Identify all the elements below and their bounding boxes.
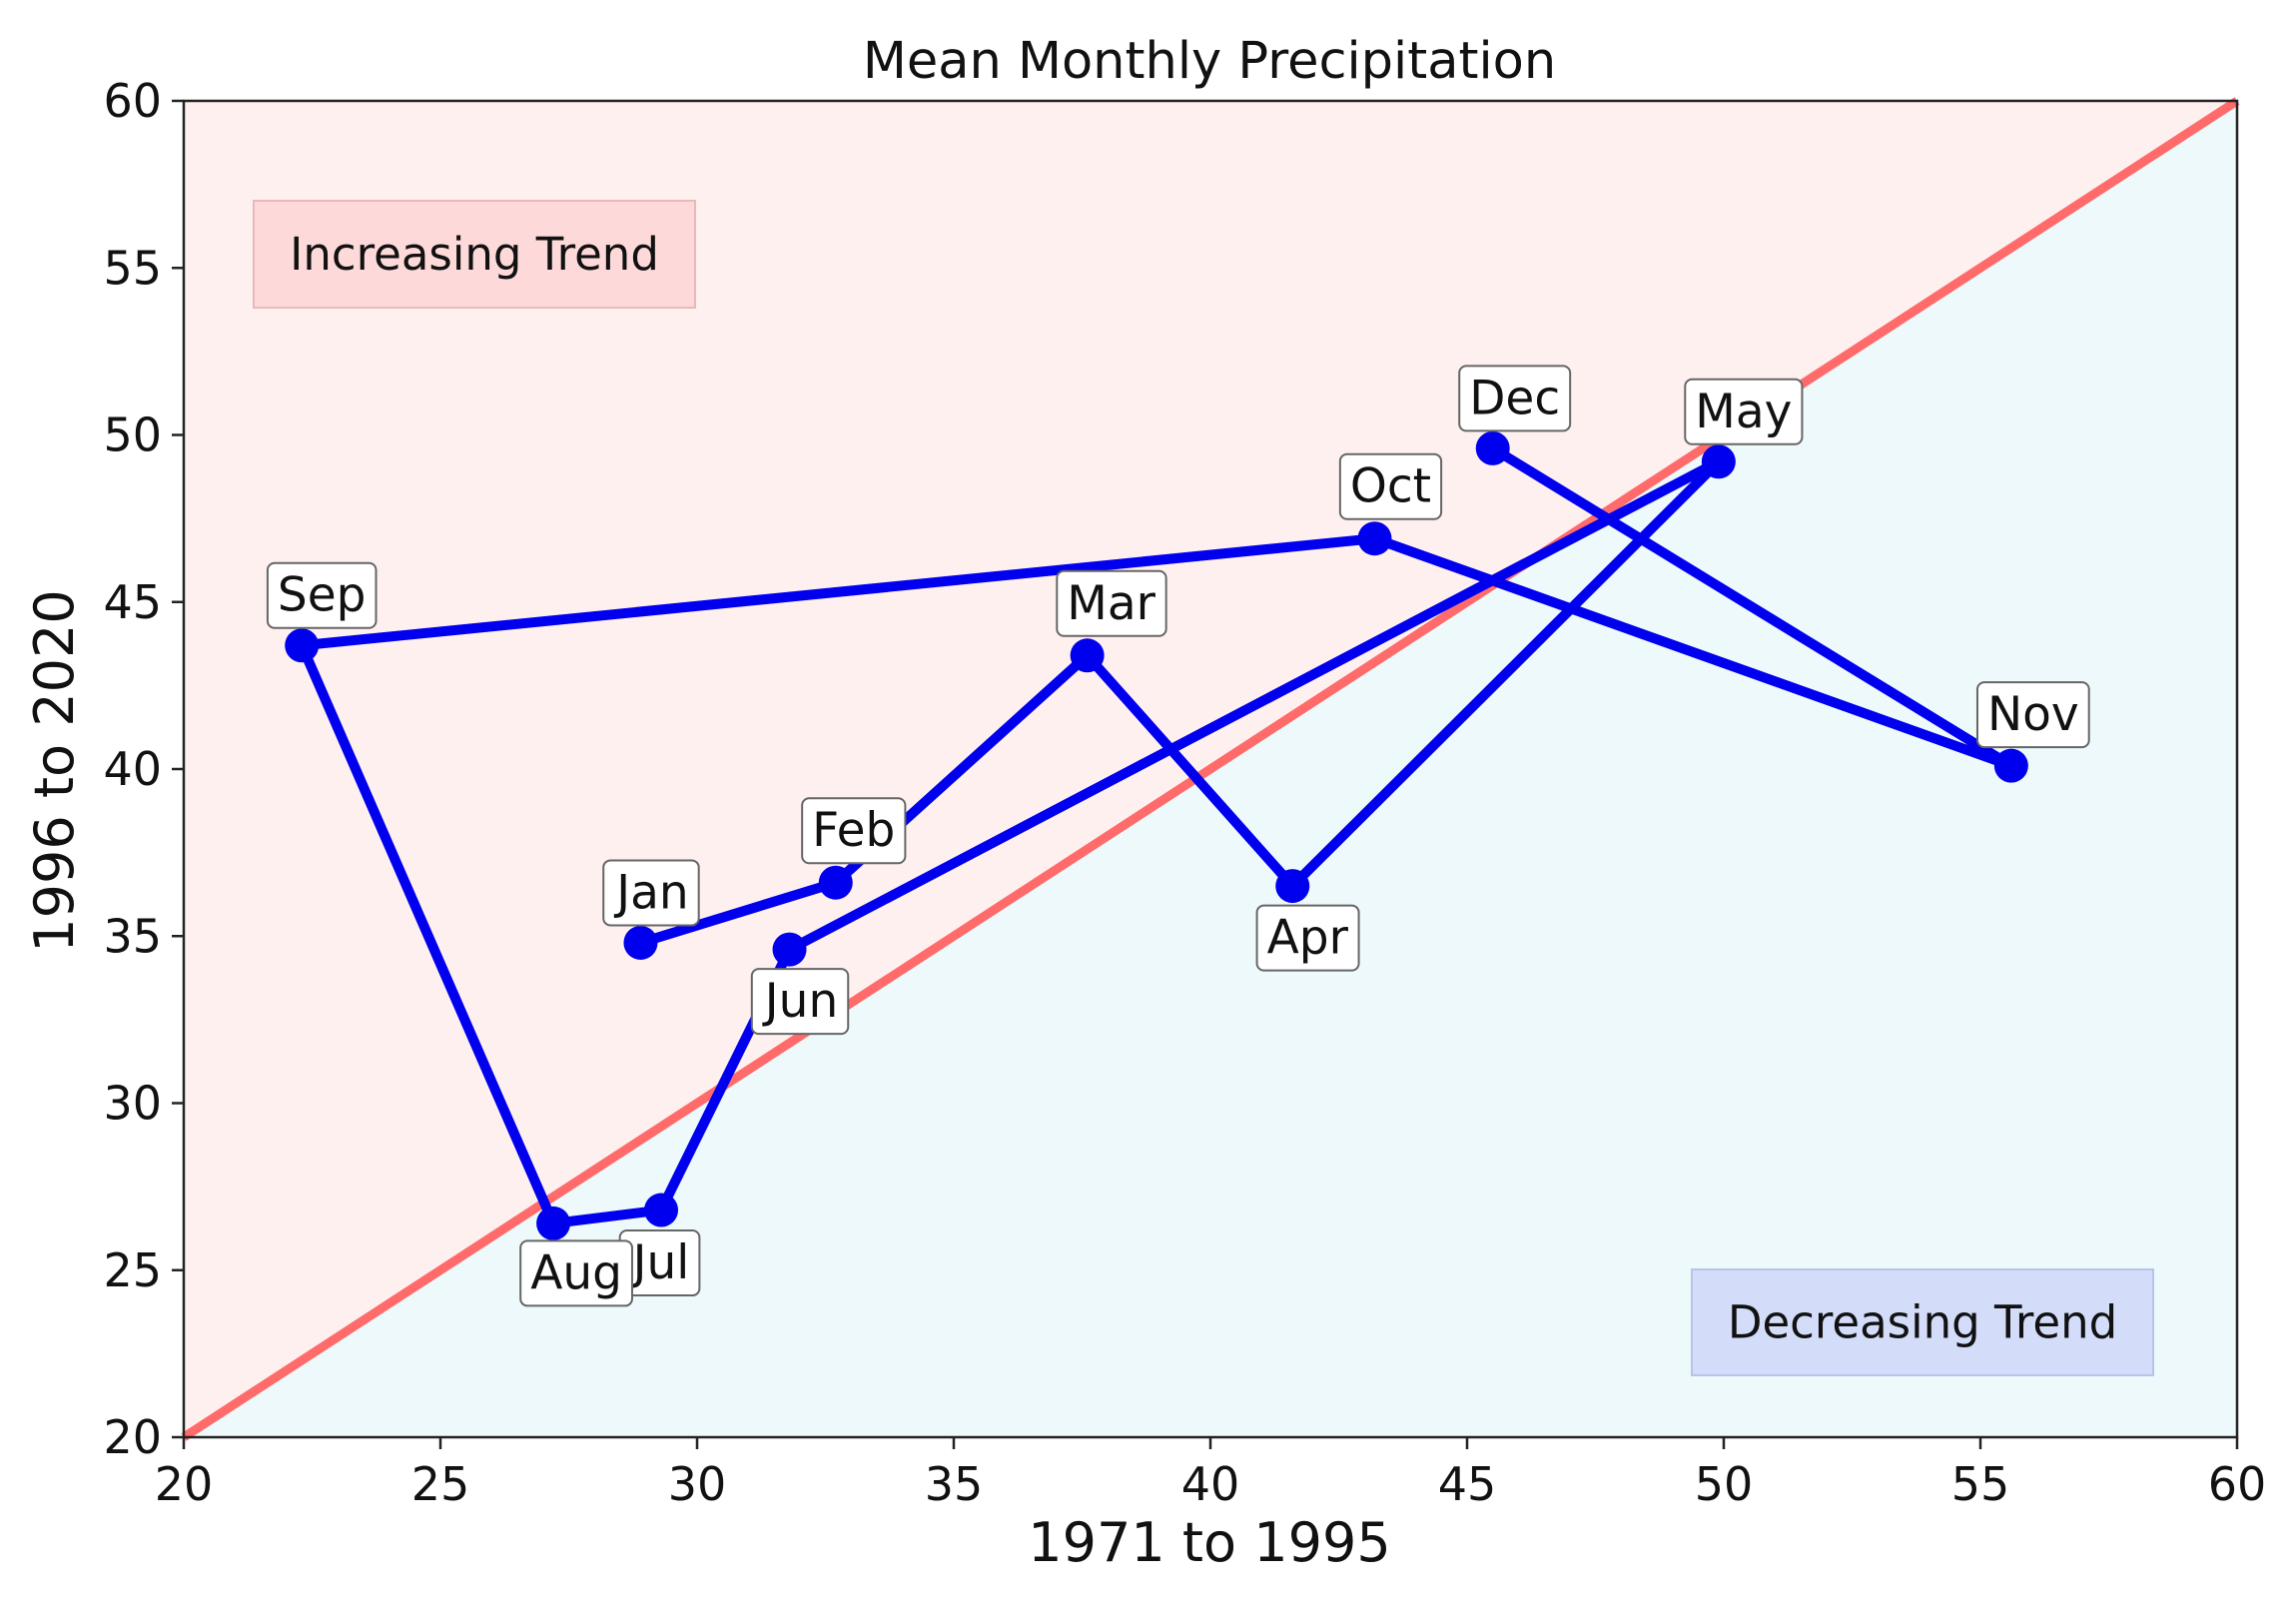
x-tick-label: 35 bbox=[925, 1457, 984, 1511]
data-point bbox=[1701, 444, 1736, 479]
increasing-trend-label: Increasing Trend bbox=[290, 228, 659, 281]
decreasing-trend-box bbox=[1691, 1268, 2154, 1376]
point-label-text: Feb bbox=[812, 803, 895, 858]
point-label: Jun bbox=[750, 968, 850, 1036]
point-label: Aug bbox=[519, 1239, 633, 1307]
y-tick-label: 45 bbox=[103, 575, 162, 629]
x-tick-label: 60 bbox=[2208, 1457, 2267, 1511]
point-label-box bbox=[1056, 569, 1167, 637]
data-point bbox=[1070, 638, 1105, 673]
point-label-box bbox=[1255, 904, 1360, 972]
x-tick-label: 55 bbox=[1951, 1457, 2010, 1511]
x-tick-label: 20 bbox=[155, 1457, 214, 1511]
x-axis-title: 1971 to 1995 bbox=[1028, 1511, 1390, 1574]
point-label-text: May bbox=[1695, 385, 1792, 439]
y-tick-label: 30 bbox=[103, 1077, 162, 1131]
data-point bbox=[285, 628, 320, 663]
data-point bbox=[623, 925, 658, 960]
point-label-text: Apr bbox=[1267, 911, 1349, 966]
point-label: Oct bbox=[1338, 452, 1443, 520]
y-axis-title: 1996 to 2020 bbox=[23, 589, 86, 952]
y-tick-label: 25 bbox=[103, 1243, 162, 1297]
data-point bbox=[536, 1206, 571, 1240]
y-tick-label: 20 bbox=[103, 1410, 162, 1464]
point-label-box bbox=[1338, 452, 1443, 520]
point-label: Sep bbox=[266, 561, 378, 629]
point-label-box bbox=[1684, 378, 1804, 445]
data-point bbox=[1275, 869, 1310, 904]
point-label-text: Aug bbox=[530, 1245, 622, 1300]
point-label-box bbox=[801, 797, 907, 865]
point-label: Feb bbox=[801, 797, 907, 865]
point-label: Dec bbox=[1458, 365, 1572, 432]
point-label-text: Jul bbox=[630, 1235, 690, 1290]
x-tick-label: 45 bbox=[1438, 1457, 1497, 1511]
y-tick-label: 40 bbox=[103, 742, 162, 796]
point-label-box bbox=[602, 859, 700, 927]
point-label-text: Oct bbox=[1350, 459, 1431, 514]
y-tick-label: 55 bbox=[103, 241, 162, 295]
point-label-text: Dec bbox=[1469, 371, 1560, 425]
increasing-trend-box bbox=[253, 200, 696, 309]
series-line bbox=[297, 442, 2016, 1228]
x-tick-label: 50 bbox=[1695, 1457, 1754, 1511]
point-label-box bbox=[266, 561, 378, 629]
y-tick-label: 35 bbox=[103, 909, 162, 963]
chart-title: Mean Monthly Precipitation bbox=[863, 32, 1556, 91]
data-point bbox=[644, 1193, 679, 1227]
point-label-text: Nov bbox=[1987, 687, 2079, 742]
y-tick-label: 60 bbox=[103, 74, 162, 128]
point-label-text: Jun bbox=[762, 974, 838, 1029]
decreasing-trend-label: Decreasing Trend bbox=[1728, 1296, 2117, 1349]
x-tick-label: 40 bbox=[1181, 1457, 1240, 1511]
point-label-text: Mar bbox=[1067, 576, 1155, 631]
point-label-box bbox=[750, 968, 850, 1036]
reference-diagonal-line bbox=[181, 97, 2240, 1441]
point-label-text: Sep bbox=[278, 568, 367, 623]
point-label: Jan bbox=[602, 859, 700, 927]
data-point bbox=[1357, 521, 1392, 556]
point-label: Jul bbox=[618, 1229, 701, 1297]
point-label-box bbox=[519, 1239, 633, 1307]
axis-ticks: 20 25 30 35 40 45 50 55 60 20 25 30 35 40 45 50 55 60 bbox=[103, 74, 2266, 1511]
data-point bbox=[818, 865, 853, 900]
point-label: Mar bbox=[1056, 569, 1167, 637]
x-tick-label: 25 bbox=[411, 1457, 470, 1511]
x-tick-label: 30 bbox=[668, 1457, 727, 1511]
data-point bbox=[1993, 748, 2028, 783]
data-point bbox=[1475, 430, 1510, 465]
point-label-text: Jan bbox=[613, 865, 688, 920]
point-label: Nov bbox=[1975, 681, 2090, 749]
point-label-box bbox=[1458, 365, 1572, 432]
point-label: Apr bbox=[1255, 904, 1360, 972]
data-point bbox=[772, 932, 807, 967]
point-label-box bbox=[1975, 681, 2090, 749]
y-tick-label: 50 bbox=[103, 408, 162, 462]
point-label: May bbox=[1684, 378, 1804, 445]
